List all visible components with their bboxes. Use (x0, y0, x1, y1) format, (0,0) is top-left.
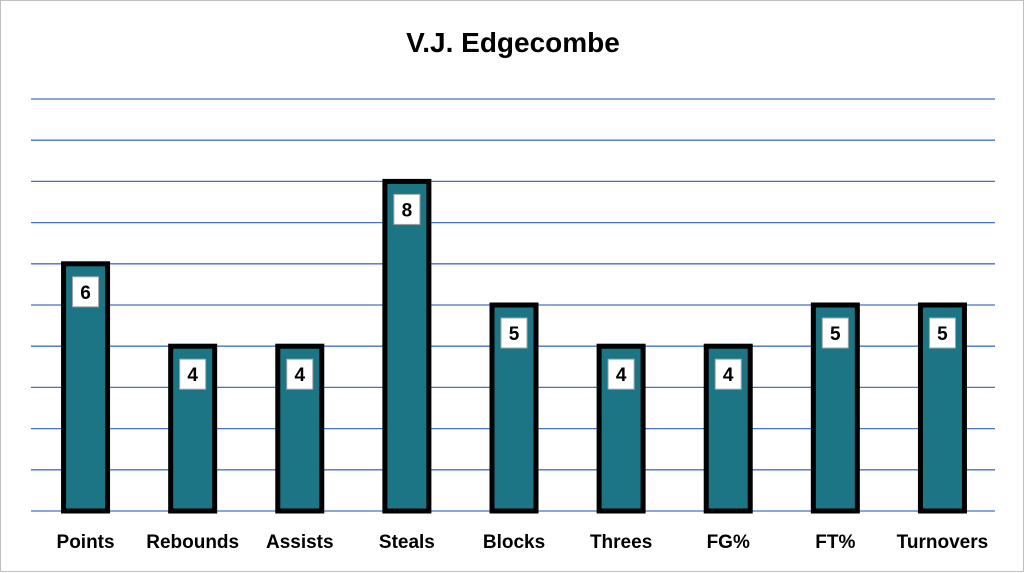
data-label-box (179, 358, 207, 390)
x-tick-label: Steals (379, 532, 435, 553)
x-tick-label: Threes (590, 532, 652, 553)
data-label-box (500, 317, 528, 349)
data-label: 4 (616, 365, 627, 386)
x-tick-label: FG% (707, 532, 750, 553)
data-label: 6 (80, 283, 91, 304)
data-label-box (393, 193, 421, 225)
data-label: 5 (509, 324, 520, 345)
chart-title: V.J. Edgecombe (406, 27, 620, 58)
data-label-box (714, 358, 742, 390)
data-label-box (928, 317, 956, 349)
x-tick-label: Rebounds (146, 532, 239, 553)
x-tick-label: Points (57, 532, 115, 553)
data-label: 8 (402, 200, 413, 221)
x-tick-label: Assists (266, 532, 334, 553)
data-label-box (72, 276, 100, 308)
bars (61, 178, 967, 514)
data-labels: 6 4 4 8 5 4 4 5 5 (72, 193, 956, 390)
data-label: 5 (830, 324, 841, 345)
x-tick-labels: Points Rebounds Assists Steals Blocks Threes F… (57, 532, 989, 553)
data-label: 4 (294, 365, 305, 386)
x-tick-label: FT% (815, 532, 855, 553)
data-label-box (821, 317, 849, 349)
data-label-box (286, 358, 314, 390)
data-label-box (607, 358, 635, 390)
bar-points (61, 261, 111, 514)
bar-steals (382, 178, 432, 514)
data-label: 4 (723, 365, 734, 386)
data-label: 4 (187, 365, 198, 386)
bar-assists (275, 343, 325, 514)
x-tick-label: Turnovers (897, 532, 989, 553)
x-tick-label: Blocks (483, 532, 545, 553)
data-label: 5 (937, 324, 948, 345)
